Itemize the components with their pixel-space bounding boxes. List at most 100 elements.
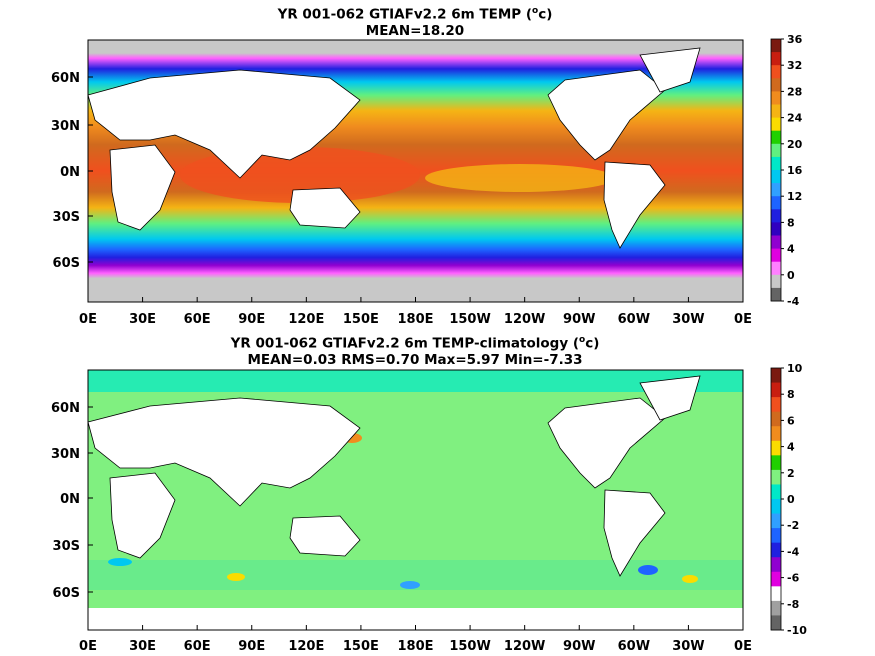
south-america — [603, 161, 666, 249]
panel1-colorbar-segment — [771, 235, 781, 250]
panel2-colorbar-segment — [771, 397, 781, 413]
panel2-land — [87, 375, 743, 630]
panel1-colorbar-segment — [771, 209, 781, 223]
antarctica — [88, 278, 743, 302]
panel1-colorbar-segment — [771, 183, 781, 197]
panel1-colorbar-label: 20 — [787, 138, 803, 151]
panel2-y-tick-label: 30S — [53, 539, 80, 554]
panel2-x-tick-label: 150W — [449, 639, 490, 654]
panel2-colorbar-label: -4 — [787, 545, 800, 558]
panel1-colorbar-label: 12 — [787, 190, 802, 203]
panel1-colorbar-segment — [771, 248, 781, 263]
panel2-x-tick-label: 60W — [618, 639, 650, 654]
panel1-y-tick-label: 30N — [51, 119, 80, 134]
panel2-colorbar-segment — [771, 426, 781, 442]
panel1-colorbar-segment — [771, 91, 781, 105]
panel2-x-tick-label: 0E — [734, 639, 752, 654]
panel1-colorbar-label: 0 — [787, 269, 795, 282]
panel2-colorbar-segment — [771, 542, 781, 558]
panel1-colorbar-segment — [771, 156, 781, 171]
panel2-x-tick-label: 120E — [288, 639, 324, 654]
panel2-y-tick-label: 30N — [51, 447, 80, 462]
panel1-x-tick-label: 120W — [504, 312, 545, 327]
panel2-x-tick-label: 0E — [79, 639, 97, 654]
panel2-colorbar-label: 4 — [787, 441, 795, 454]
panel1-title: YR 001-062 GTIAFv2.2 6m TEMP (oc) MEAN=1… — [0, 3, 830, 39]
panel1-colorbar-segment — [771, 196, 781, 210]
panel2-title-degree: o — [579, 335, 586, 345]
panel2-x-tick-label: 90E — [238, 639, 265, 654]
panel2-colorbar-label: -6 — [787, 572, 800, 585]
panel2-title-text: YR 001-062 GTIAFv2.2 6m TEMP-climatology… — [230, 335, 579, 352]
panel2-x-tick-label: 180E — [397, 639, 433, 654]
panel1-colorbar-segment — [771, 104, 781, 119]
panel2-colorbar-segment — [771, 513, 781, 529]
panel1-colorbar-label: 36 — [787, 33, 803, 46]
panel1-colorbar-segment — [771, 274, 781, 289]
panel2-colorbar-segment — [771, 411, 781, 427]
panel1-colorbar-segment — [771, 39, 781, 53]
panel2-x-tick-label: 30E — [129, 639, 156, 654]
panel1-x-tick-label: 180E — [397, 312, 433, 327]
panel1-x-tick-label: 0E — [79, 312, 97, 327]
panel1-colorbar-segment — [771, 130, 781, 145]
north-america — [547, 69, 666, 161]
panel2-colorbar-segment — [771, 615, 781, 631]
panel2-x-tick-label: 30W — [672, 639, 704, 654]
panel2-colorbar-segment — [771, 382, 781, 398]
panel2-colorbar-segment — [771, 586, 781, 602]
panel2-colorbar-label: 6 — [787, 414, 795, 427]
eurasia — [87, 69, 361, 179]
panel2-y-tick-label: 60N — [51, 401, 80, 416]
panel1-x-tick-label: 150E — [343, 312, 379, 327]
panel1-x-tick-label: 60E — [184, 312, 211, 327]
panel2-colorbar-segment — [771, 368, 781, 384]
panel1-colorbar-segment — [771, 170, 781, 184]
panel2-x-tick-label: 150E — [343, 639, 379, 654]
panel1-y-tick-label: 60S — [53, 256, 80, 271]
panel2-colorbar-segment — [771, 557, 781, 573]
panel2-colorbar-label: -8 — [787, 598, 799, 611]
panel2-colorbar-label: 0 — [787, 493, 795, 506]
panel2-colorbar-segment — [771, 484, 781, 500]
panel1-x-tick-label: 60W — [618, 312, 650, 327]
panel1-y-tick-label: 30S — [53, 210, 80, 225]
panel2-colorbar-segment — [771, 469, 781, 485]
greenland — [639, 47, 701, 93]
panel1-colorbar-label: 32 — [787, 59, 802, 72]
panel2-colorbar-label: -2 — [787, 519, 799, 532]
panel2-x-tick-label: 120W — [504, 639, 545, 654]
panel1-land — [87, 47, 743, 302]
panel2-colorbar-segment — [771, 571, 781, 587]
panel1-colorbar-label: -4 — [787, 295, 800, 308]
panel1-colorbar-label: 8 — [787, 216, 795, 229]
panel1-colorbar-segment — [771, 78, 781, 92]
panel2-x-tick-label: 90W — [563, 639, 595, 654]
panel2-colorbar-segment — [771, 440, 781, 456]
panel1-x-tick-label: 30E — [129, 312, 156, 327]
panel2-title-unit: c) — [585, 335, 600, 352]
panel2-y-tick-label: 60S — [53, 586, 80, 601]
panel1-y-tick-label: 60N — [51, 71, 80, 86]
panel1-x-tick-label: 120E — [288, 312, 324, 327]
panel1-y-tick-label: 0N — [60, 165, 80, 180]
panel2-colorbar-label: 8 — [787, 388, 795, 401]
panel2-map — [87, 369, 744, 631]
panel1-map — [87, 39, 744, 303]
panel1-colorbar-segment — [771, 52, 781, 66]
axes: 0E 30E 60E 90E 120E 150E 180E 150W 120W 90W 60W 30W… — [51, 71, 752, 654]
panel2-colorbar-label: 10 — [787, 362, 803, 375]
panel1-colorbar-segment — [771, 222, 781, 236]
panel1-title-unit: c) — [538, 6, 553, 23]
panel2-colorbar-segment — [771, 455, 781, 471]
panel1-colorbar-label: 28 — [787, 85, 802, 98]
panel1-colorbar-label: 24 — [787, 112, 803, 125]
africa — [109, 144, 176, 231]
australia — [289, 187, 361, 229]
panel2-anomalies — [108, 431, 698, 589]
panel2-y-tick-label: 0N — [60, 492, 80, 507]
panel1-colorbar-segment — [771, 143, 781, 158]
cold-tongue — [425, 164, 615, 192]
